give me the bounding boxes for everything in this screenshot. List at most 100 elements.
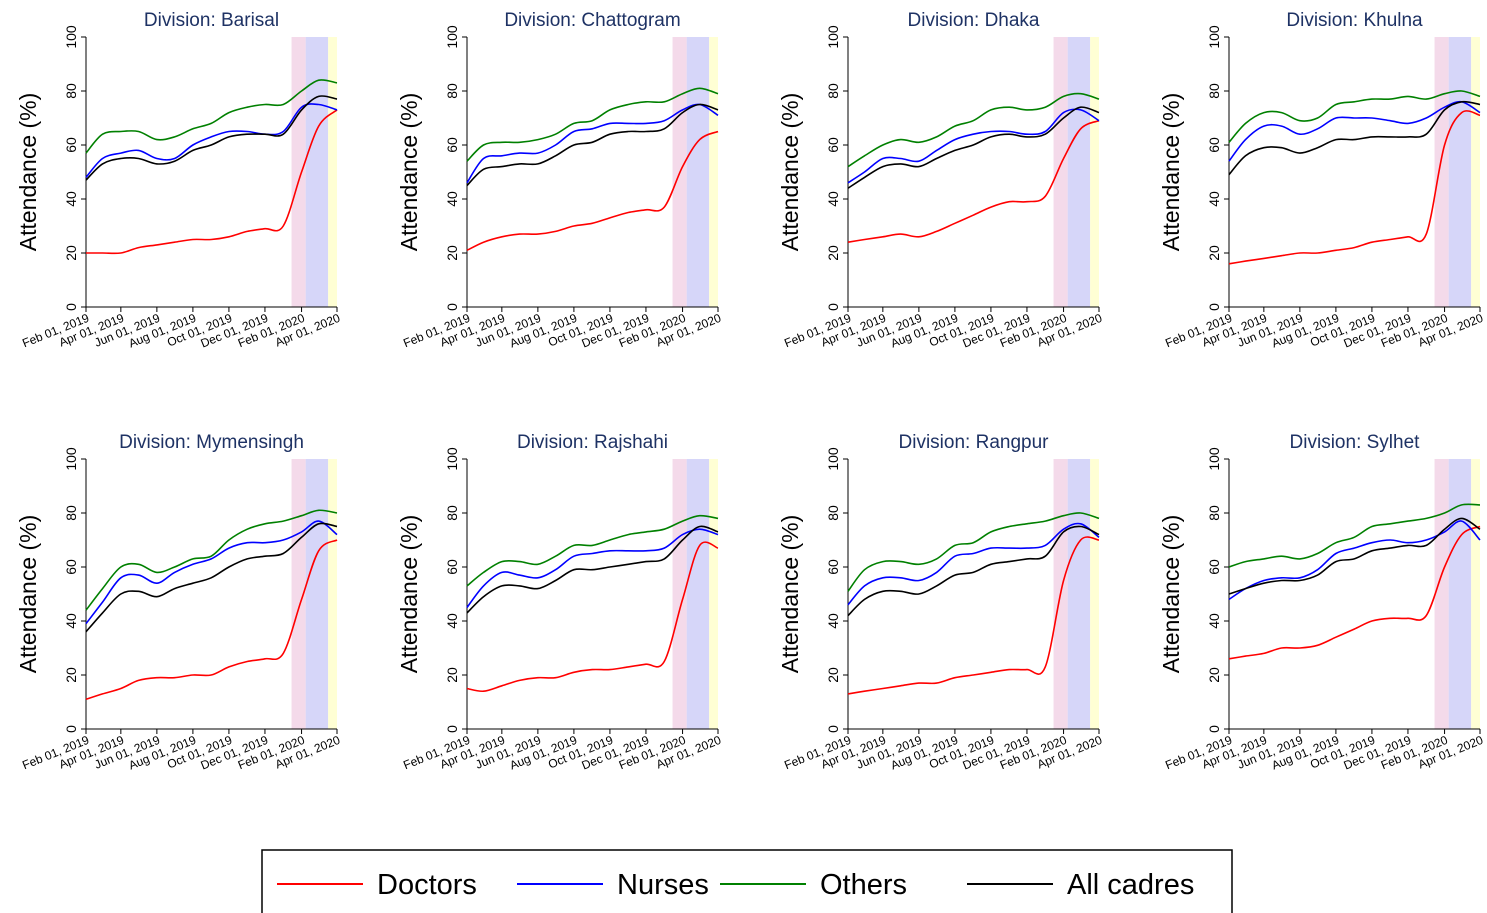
y-axis-label: Attendance (%) xyxy=(15,93,41,252)
y-tick-label: 40 xyxy=(825,613,841,629)
y-tick-label: 100 xyxy=(63,25,79,49)
series-line xyxy=(847,512,1100,592)
shaded-period xyxy=(291,37,306,307)
series-line xyxy=(85,539,338,701)
series-line xyxy=(1228,503,1481,568)
shaded-period xyxy=(1448,37,1472,307)
y-tick-label: 60 xyxy=(63,559,79,575)
panel-title: Division: Sylhet xyxy=(1290,432,1421,453)
legend-label: All cadres xyxy=(1067,869,1194,901)
series-line xyxy=(847,522,1100,606)
series-line xyxy=(85,520,338,625)
y-axis-label: Attendance (%) xyxy=(396,515,422,674)
shaded-period xyxy=(305,459,329,729)
shaded-period xyxy=(1471,37,1480,307)
panel-title: Division: Chattogram xyxy=(504,10,680,31)
series-line xyxy=(85,79,338,154)
series-line xyxy=(1228,90,1481,143)
shaded-period xyxy=(1053,37,1068,307)
shaded-period xyxy=(328,37,337,307)
y-tick-label: 60 xyxy=(825,137,841,153)
shaded-period xyxy=(1448,459,1472,729)
series-line xyxy=(847,119,1100,243)
y-tick-label: 60 xyxy=(1206,137,1222,153)
y-tick-label: 80 xyxy=(444,83,460,99)
y-tick-label: 80 xyxy=(1206,505,1222,521)
panel-title: Division: Khulna xyxy=(1286,10,1423,31)
y-tick-label: 100 xyxy=(63,447,79,471)
y-tick-label: 0 xyxy=(444,303,460,311)
legend-box xyxy=(261,849,1233,913)
y-tick-label: 20 xyxy=(825,667,841,683)
series-line xyxy=(847,536,1100,695)
y-tick-label: 80 xyxy=(63,505,79,521)
panel-title: Division: Barisal xyxy=(144,10,279,31)
shaded-period xyxy=(1471,459,1480,729)
y-tick-label: 40 xyxy=(1206,191,1222,207)
y-axis-label: Attendance (%) xyxy=(396,93,422,252)
series-line xyxy=(86,109,338,255)
y-tick-label: 20 xyxy=(825,245,841,261)
shaded-period xyxy=(1067,459,1091,729)
y-tick-label: 20 xyxy=(444,245,460,261)
legend-label: Nurses xyxy=(617,869,709,901)
y-axis-label: Attendance (%) xyxy=(1158,93,1184,252)
series-line xyxy=(1228,525,1481,660)
shaded-period xyxy=(709,37,718,307)
legend-label: Others xyxy=(820,869,907,901)
y-tick-label: 0 xyxy=(444,725,460,733)
y-axis-label: Attendance (%) xyxy=(777,93,803,252)
shaded-period xyxy=(1434,459,1449,729)
y-tick-label: 20 xyxy=(1206,667,1222,683)
y-tick-label: 80 xyxy=(825,505,841,521)
series-line xyxy=(466,130,719,252)
shaded-period xyxy=(1067,37,1091,307)
y-tick-label: 40 xyxy=(63,613,79,629)
series-line xyxy=(85,103,338,178)
y-tick-label: 80 xyxy=(444,505,460,521)
panel-title: Division: Rajshahi xyxy=(517,432,668,453)
y-tick-label: 80 xyxy=(1206,83,1222,99)
y-axis-label: Attendance (%) xyxy=(15,515,41,674)
series-line xyxy=(1228,110,1481,265)
legend-label: Doctors xyxy=(377,869,477,901)
y-tick-label: 40 xyxy=(444,191,460,207)
y-tick-label: 40 xyxy=(444,613,460,629)
shaded-period xyxy=(328,459,337,729)
y-tick-label: 60 xyxy=(825,559,841,575)
y-tick-label: 60 xyxy=(444,559,460,575)
series-line xyxy=(85,509,338,611)
shaded-period xyxy=(1090,37,1099,307)
series-line xyxy=(466,525,719,614)
panel-title: Division: Mymensingh xyxy=(119,432,304,453)
y-tick-label: 0 xyxy=(63,725,79,733)
series-line xyxy=(847,108,1100,184)
y-tick-label: 100 xyxy=(444,447,460,471)
series-line xyxy=(847,525,1100,617)
y-tick-label: 100 xyxy=(444,25,460,49)
series-line xyxy=(466,528,719,608)
y-tick-label: 20 xyxy=(1206,245,1222,261)
shaded-period xyxy=(672,459,687,729)
y-tick-label: 100 xyxy=(825,447,841,471)
panel-title: Division: Dhaka xyxy=(908,10,1040,31)
series-line xyxy=(466,541,719,693)
panel-title: Division: Rangpur xyxy=(899,432,1050,453)
y-tick-label: 40 xyxy=(63,191,79,207)
shaded-period xyxy=(686,459,710,729)
y-tick-label: 100 xyxy=(1206,447,1222,471)
shaded-period xyxy=(1434,37,1449,307)
y-tick-label: 0 xyxy=(63,303,79,311)
series-line xyxy=(1228,517,1481,595)
series-line xyxy=(85,95,338,181)
y-axis-label: Attendance (%) xyxy=(1158,515,1184,674)
y-tick-label: 20 xyxy=(444,667,460,683)
shaded-period xyxy=(686,37,710,307)
y-tick-label: 0 xyxy=(825,303,841,311)
series-line xyxy=(847,92,1100,168)
shaded-period xyxy=(291,459,306,729)
series-line xyxy=(466,514,719,587)
y-tick-label: 100 xyxy=(825,25,841,49)
shaded-period xyxy=(305,37,329,307)
y-tick-label: 40 xyxy=(825,191,841,207)
